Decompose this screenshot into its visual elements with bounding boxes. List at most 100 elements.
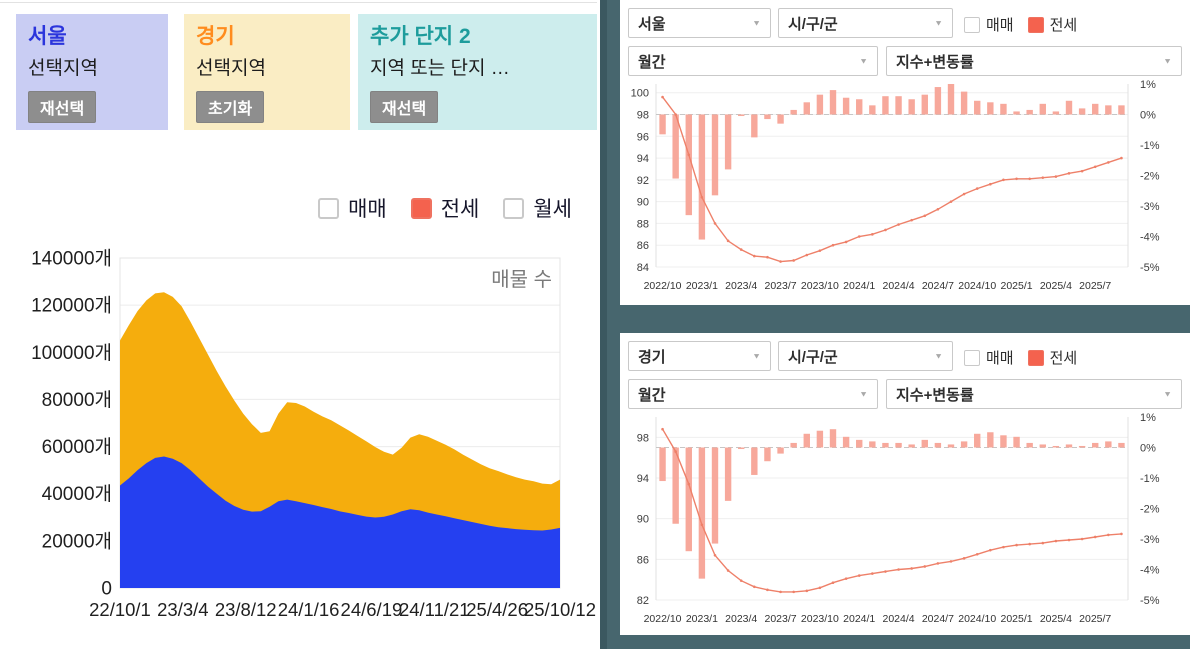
svg-text:0: 0 [101,579,112,600]
view-mode-select[interactable]: 지수+변동률 ▼ [886,379,1182,409]
svg-text:2024/10: 2024/10 [958,613,996,625]
legend-label: 전세 [1049,17,1078,34]
index-panel-gyeonggi: 경기 ▼ 시/구/군 ▼ 매매 전세 월간 ▼ 지수+변동률 ▼ 82 86 90 9… [620,333,1190,635]
legend-item-jeonse[interactable]: 전세 [410,193,480,223]
card-title-seoul: 서울 [28,25,67,48]
svg-text:-4%: -4% [1140,232,1160,244]
svg-text:24/11/21: 24/11/21 [399,599,470,620]
left-section: 서울 선택지역 재선택 경기 선택지역 초기화 추가 단지 2 지역 또는 단지… [0,2,597,621]
svg-text:-1%: -1% [1140,473,1160,485]
legend-item-jeonse[interactable]: 전세 [1027,347,1078,368]
maemae-checkbox[interactable] [964,16,980,33]
legend-label: 매매 [986,17,1014,34]
svg-text:2025/1: 2025/1 [1000,280,1032,292]
region-select-value: 경기 [638,348,666,366]
legend-label: 전세 [440,198,480,221]
svg-text:23/3/4: 23/3/4 [157,599,208,620]
svg-text:0%: 0% [1140,110,1156,122]
svg-text:86: 86 [637,554,649,566]
svg-text:2025/4: 2025/4 [1040,280,1072,292]
svg-text:매물 수: 매물 수 [491,268,552,291]
chevron-down-icon: ▼ [1163,389,1172,399]
legend-item-wolse[interactable]: 월세 [503,193,572,223]
region-select[interactable]: 서울 ▼ [628,8,771,38]
top-divider [0,2,597,3]
wolse-checkbox[interactable] [503,197,525,219]
maemae-checkbox[interactable] [318,197,340,219]
svg-text:24/1/16: 24/1/16 [278,599,340,620]
svg-text:2023/7: 2023/7 [764,613,796,625]
reset-button[interactable]: 초기화 [196,91,265,124]
svg-text:94: 94 [637,153,649,165]
svg-text:-2%: -2% [1140,504,1160,516]
chevron-down-icon: ▼ [752,18,761,28]
svg-text:82: 82 [637,595,649,607]
card-title-extra-complex: 추가 단지 2 [370,25,471,48]
card-subtitle: 선택지역 [28,58,98,80]
svg-text:60000개: 60000개 [42,436,112,458]
legend-label: 월세 [533,198,572,221]
svg-text:100000개: 100000개 [31,342,112,364]
listing-type-legend: 매매 전세 월세 [0,193,572,223]
svg-text:2025/4: 2025/4 [1040,613,1072,625]
svg-text:2024/1: 2024/1 [843,613,875,625]
svg-text:2024/7: 2024/7 [922,280,954,292]
region-select-value: 서울 [638,15,666,33]
view-mode-select-value: 지수+변동률 [896,386,974,404]
legend-item-maemae[interactable]: 매매 [964,347,1014,368]
district-select[interactable]: 시/구/군 ▼ [778,341,953,371]
region-card-1: 경기 선택지역 초기화 [184,14,350,130]
svg-text:25/4/26: 25/4/26 [466,599,528,620]
svg-text:1%: 1% [1140,412,1156,424]
reselect-button[interactable]: 재선택 [370,91,439,124]
jeonse-checkbox[interactable] [410,197,432,219]
chevron-down-icon: ▼ [934,351,943,361]
svg-text:86: 86 [637,240,649,252]
district-select[interactable]: 시/구/군 ▼ [778,8,953,38]
svg-text:2023/1: 2023/1 [686,613,718,625]
svg-text:0%: 0% [1140,443,1156,455]
view-mode-select[interactable]: 지수+변동률 ▼ [886,46,1182,76]
reselect-button[interactable]: 재선택 [28,91,97,124]
maemae-checkbox[interactable] [964,349,980,366]
svg-text:2023/7: 2023/7 [764,280,796,292]
chevron-down-icon: ▼ [1163,56,1172,66]
svg-text:90: 90 [637,514,649,526]
svg-text:2023/1: 2023/1 [686,280,718,292]
card-subtitle: 선택지역 [196,58,266,80]
legend-item-maemae[interactable]: 매매 [964,14,1014,35]
period-select[interactable]: 월간 ▼ [628,379,878,409]
svg-text:94: 94 [637,473,649,485]
region-card-2: 추가 단지 2 지역 또는 단지 … 재선택 [358,14,597,130]
svg-text:2024/4: 2024/4 [882,613,914,625]
svg-text:22/10/1: 22/10/1 [89,599,151,620]
svg-text:40000개: 40000개 [42,483,112,505]
legend-label: 전세 [1049,350,1078,367]
region-card-0: 서울 선택지역 재선택 [16,14,168,130]
svg-text:23/8/12: 23/8/12 [215,599,277,620]
period-select[interactable]: 월간 ▼ [628,46,878,76]
svg-text:2024/10: 2024/10 [958,280,996,292]
svg-text:-5%: -5% [1140,595,1160,607]
jeonse-checkbox[interactable] [1027,16,1044,33]
svg-text:2025/1: 2025/1 [1000,613,1032,625]
svg-text:25/10/12: 25/10/12 [524,599,596,620]
period-select-value: 월간 [638,386,666,404]
view-mode-select-value: 지수+변동률 [896,53,974,71]
svg-text:-5%: -5% [1140,262,1160,274]
district-select-value: 시/구/군 [788,15,838,33]
chevron-down-icon: ▼ [934,18,943,28]
index-panel-seoul: 서울 ▼ 시/구/군 ▼ 매매 전세 월간 ▼ 지수+변동률 ▼ 84 86 88 9… [620,0,1190,305]
legend-item-jeonse[interactable]: 전세 [1027,14,1078,35]
listing-count-stacked-area-chart: 140000개 120000개 100000개 80000개 60000개 40000개 2… [31,248,596,621]
svg-text:2023/4: 2023/4 [725,280,757,292]
svg-text:-4%: -4% [1140,565,1160,577]
card-subtitle: 지역 또는 단지 … [370,58,510,80]
svg-text:84: 84 [637,262,649,274]
region-select[interactable]: 경기 ▼ [628,341,771,371]
svg-text:92: 92 [637,175,649,187]
svg-text:2023/4: 2023/4 [725,613,757,625]
jeonse-checkbox[interactable] [1027,349,1044,366]
legend-item-maemae[interactable]: 매매 [318,193,387,223]
period-select-value: 월간 [638,53,666,71]
